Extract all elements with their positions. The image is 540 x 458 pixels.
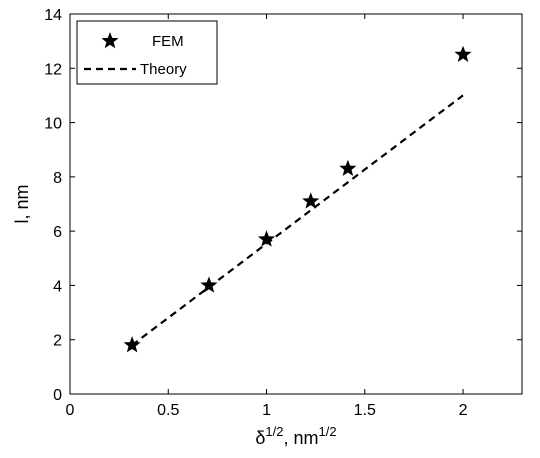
y-tick-label: 8 [53,170,62,187]
ticks: 0 0.5 1 1.5 2 0 2 4 6 8 10 12 14 [44,7,522,419]
y-tick-label: 4 [53,278,62,295]
y-tick-label: 2 [53,333,62,350]
fem-layer [123,45,472,353]
fem-point [454,45,472,62]
x-tick-label: 1 [262,402,271,419]
y-tick-label: 14 [44,7,62,24]
fem-point [257,230,276,247]
y-tick-label: 0 [53,387,62,404]
y-axis-label: l, nm [12,184,32,223]
x-tick-label: 0.5 [157,402,179,419]
x-tick-label: 0 [66,402,75,419]
y-tick-label: 6 [53,224,62,241]
legend: FEM Theory [76,20,218,85]
fem-point [200,276,218,293]
theory-line [131,94,464,346]
legend-fem-label: FEM [152,33,184,50]
fem-point [123,336,141,353]
x-tick-label: 2 [459,402,468,419]
fem-point [302,192,320,209]
theory-layer [131,94,464,346]
plot-frame [69,13,523,395]
x-axis-label: δ1/2, nm1/2 [255,424,336,448]
legend-box [76,20,218,85]
y-tick-label: 10 [44,116,62,133]
legend-fem-marker [101,32,119,49]
legend-theory-label: Theory [140,61,187,78]
fem-point [339,159,357,176]
y-tick-label: 12 [44,61,62,78]
x-tick-label: 1.5 [354,402,376,419]
